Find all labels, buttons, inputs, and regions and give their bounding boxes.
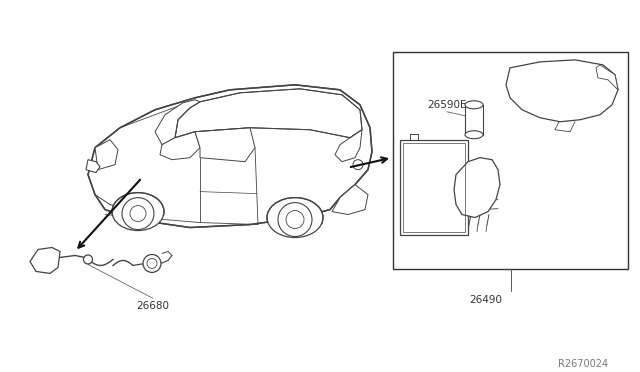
- Polygon shape: [332, 185, 368, 215]
- Polygon shape: [95, 140, 118, 170]
- Polygon shape: [160, 132, 200, 160]
- Ellipse shape: [353, 160, 363, 170]
- Polygon shape: [335, 130, 362, 162]
- Ellipse shape: [130, 206, 146, 222]
- Ellipse shape: [143, 254, 161, 272]
- Text: R2670024: R2670024: [558, 359, 608, 369]
- Polygon shape: [454, 158, 500, 218]
- Bar: [400, 140, 468, 234]
- Ellipse shape: [278, 203, 312, 237]
- Ellipse shape: [112, 193, 164, 231]
- Text: 26490: 26490: [470, 295, 502, 305]
- Bar: [393, 52, 628, 269]
- Text: 26680: 26680: [136, 301, 170, 311]
- Polygon shape: [86, 160, 100, 173]
- Polygon shape: [506, 60, 618, 122]
- Polygon shape: [175, 89, 362, 138]
- Polygon shape: [30, 247, 60, 273]
- Polygon shape: [195, 128, 255, 162]
- Ellipse shape: [286, 211, 304, 228]
- Ellipse shape: [147, 259, 157, 269]
- Ellipse shape: [122, 198, 154, 230]
- Polygon shape: [596, 65, 618, 90]
- Bar: [403, 143, 465, 231]
- Polygon shape: [155, 100, 200, 145]
- Ellipse shape: [465, 131, 483, 139]
- Polygon shape: [88, 85, 372, 228]
- Bar: [465, 105, 483, 135]
- Text: 26590E: 26590E: [428, 100, 467, 110]
- Ellipse shape: [267, 198, 323, 237]
- Ellipse shape: [83, 255, 93, 264]
- Ellipse shape: [465, 101, 483, 109]
